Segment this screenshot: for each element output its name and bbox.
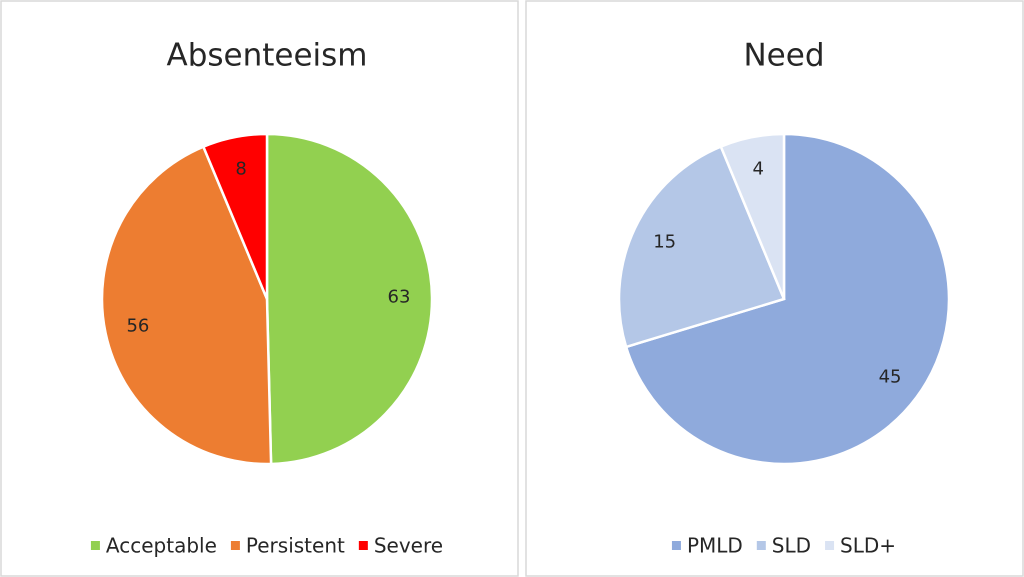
panel-border bbox=[0, 0, 519, 577]
pie-slice bbox=[719, 132, 786, 300]
legend-marker bbox=[671, 541, 681, 550]
pie-slice bbox=[201, 132, 269, 300]
legend-marker bbox=[358, 541, 368, 550]
panel-border bbox=[525, 0, 1024, 577]
chart-title: Absenteeism bbox=[166, 38, 367, 74]
legend-label: Acceptable bbox=[106, 534, 217, 558]
pie-slice bbox=[617, 144, 786, 349]
data-label: 56 bbox=[126, 316, 149, 337]
legend-label: Severe bbox=[374, 534, 443, 558]
data-label: 45 bbox=[879, 367, 902, 388]
pie-slice bbox=[100, 145, 273, 466]
legend-label: Persistent bbox=[246, 534, 345, 558]
chart-title: Need bbox=[743, 38, 824, 74]
legend-marker bbox=[90, 541, 100, 550]
legend-label: SLD+ bbox=[840, 534, 896, 558]
pie-slice bbox=[624, 132, 951, 466]
data-label: 4 bbox=[753, 159, 764, 180]
legend: Acceptable Persistent Severe bbox=[90, 534, 443, 558]
legend-label: SLD bbox=[772, 534, 811, 558]
data-label: 63 bbox=[388, 286, 411, 307]
legend-label: PMLD bbox=[687, 534, 743, 558]
data-label: 15 bbox=[653, 232, 676, 253]
data-label: 8 bbox=[235, 159, 246, 180]
legend-marker bbox=[756, 541, 766, 550]
pie-slice bbox=[265, 132, 434, 466]
legend-marker bbox=[825, 541, 835, 550]
legend: PMLD SLD SLD+ bbox=[671, 534, 896, 558]
legend-marker bbox=[230, 541, 240, 550]
